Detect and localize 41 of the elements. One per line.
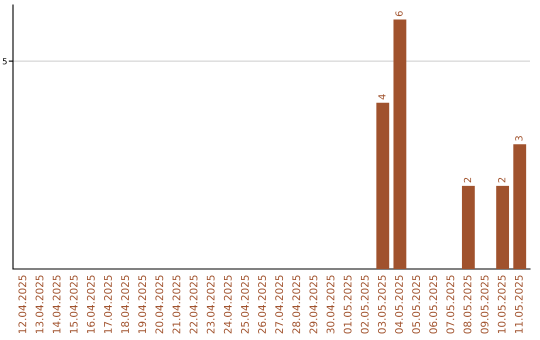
x-tick-label: 29.04.2025 xyxy=(309,275,318,334)
data-label: 2 xyxy=(464,178,472,182)
x-tick-label: 19.04.2025 xyxy=(138,275,146,334)
x-tick-label: 03.05.2025 xyxy=(378,275,386,334)
x-tick-label: 01.05.2025 xyxy=(344,275,352,334)
data-label: 3 xyxy=(515,136,523,141)
x-tick-label: 13.04.2025 xyxy=(36,275,44,334)
x-tick-label: 06.05.2025 xyxy=(429,275,438,334)
bar xyxy=(513,144,526,269)
x-tick-label: 02.05.2025 xyxy=(360,275,369,334)
bar xyxy=(496,186,510,269)
x-tick-label: 11.05.2025 xyxy=(514,275,523,334)
x-tick-label: 23.04.2025 xyxy=(206,275,215,334)
x-tick-label: 18.04.2025 xyxy=(121,275,130,334)
data-label: 4 xyxy=(378,94,386,100)
x-tick-label: 28.04.2025 xyxy=(292,275,300,334)
x-tick-label: 10.05.2025 xyxy=(498,275,506,334)
bar xyxy=(462,186,475,269)
x-tick-label: 25.04.2025 xyxy=(240,275,249,334)
x-tick-label: 24.04.2025 xyxy=(224,275,232,334)
data-label: 6 xyxy=(395,11,403,16)
bar xyxy=(376,102,390,269)
x-tick-label: 26.04.2025 xyxy=(258,275,266,334)
x-tick-label: 27.04.2025 xyxy=(275,275,284,334)
x-tick-label: 15.04.2025 xyxy=(70,275,78,334)
x-tick-label: 20.04.2025 xyxy=(155,275,164,334)
x-tick-label: 30.04.2025 xyxy=(326,275,334,334)
x-tick-label: 05.05.2025 xyxy=(412,275,420,334)
x-tick-label: 04.05.2025 xyxy=(395,275,403,334)
x-tick-label: 14.04.2025 xyxy=(52,275,61,334)
x-tick-label: 17.04.2025 xyxy=(104,275,112,334)
x-tick-label: 22.04.2025 xyxy=(190,275,198,334)
x-tick-label: 07.05.2025 xyxy=(446,275,454,334)
data-label: 2 xyxy=(498,178,506,182)
y-tick-label: 5 xyxy=(2,58,7,64)
x-tick-label: 09.05.2025 xyxy=(480,275,489,334)
x-tick-label: 16.04.2025 xyxy=(86,275,95,334)
x-tick-label: 12.04.2025 xyxy=(18,275,26,334)
bar xyxy=(393,20,406,269)
x-tick-label: 08.05.2025 xyxy=(464,275,472,334)
x-tick-label: 21.04.2025 xyxy=(172,275,180,334)
